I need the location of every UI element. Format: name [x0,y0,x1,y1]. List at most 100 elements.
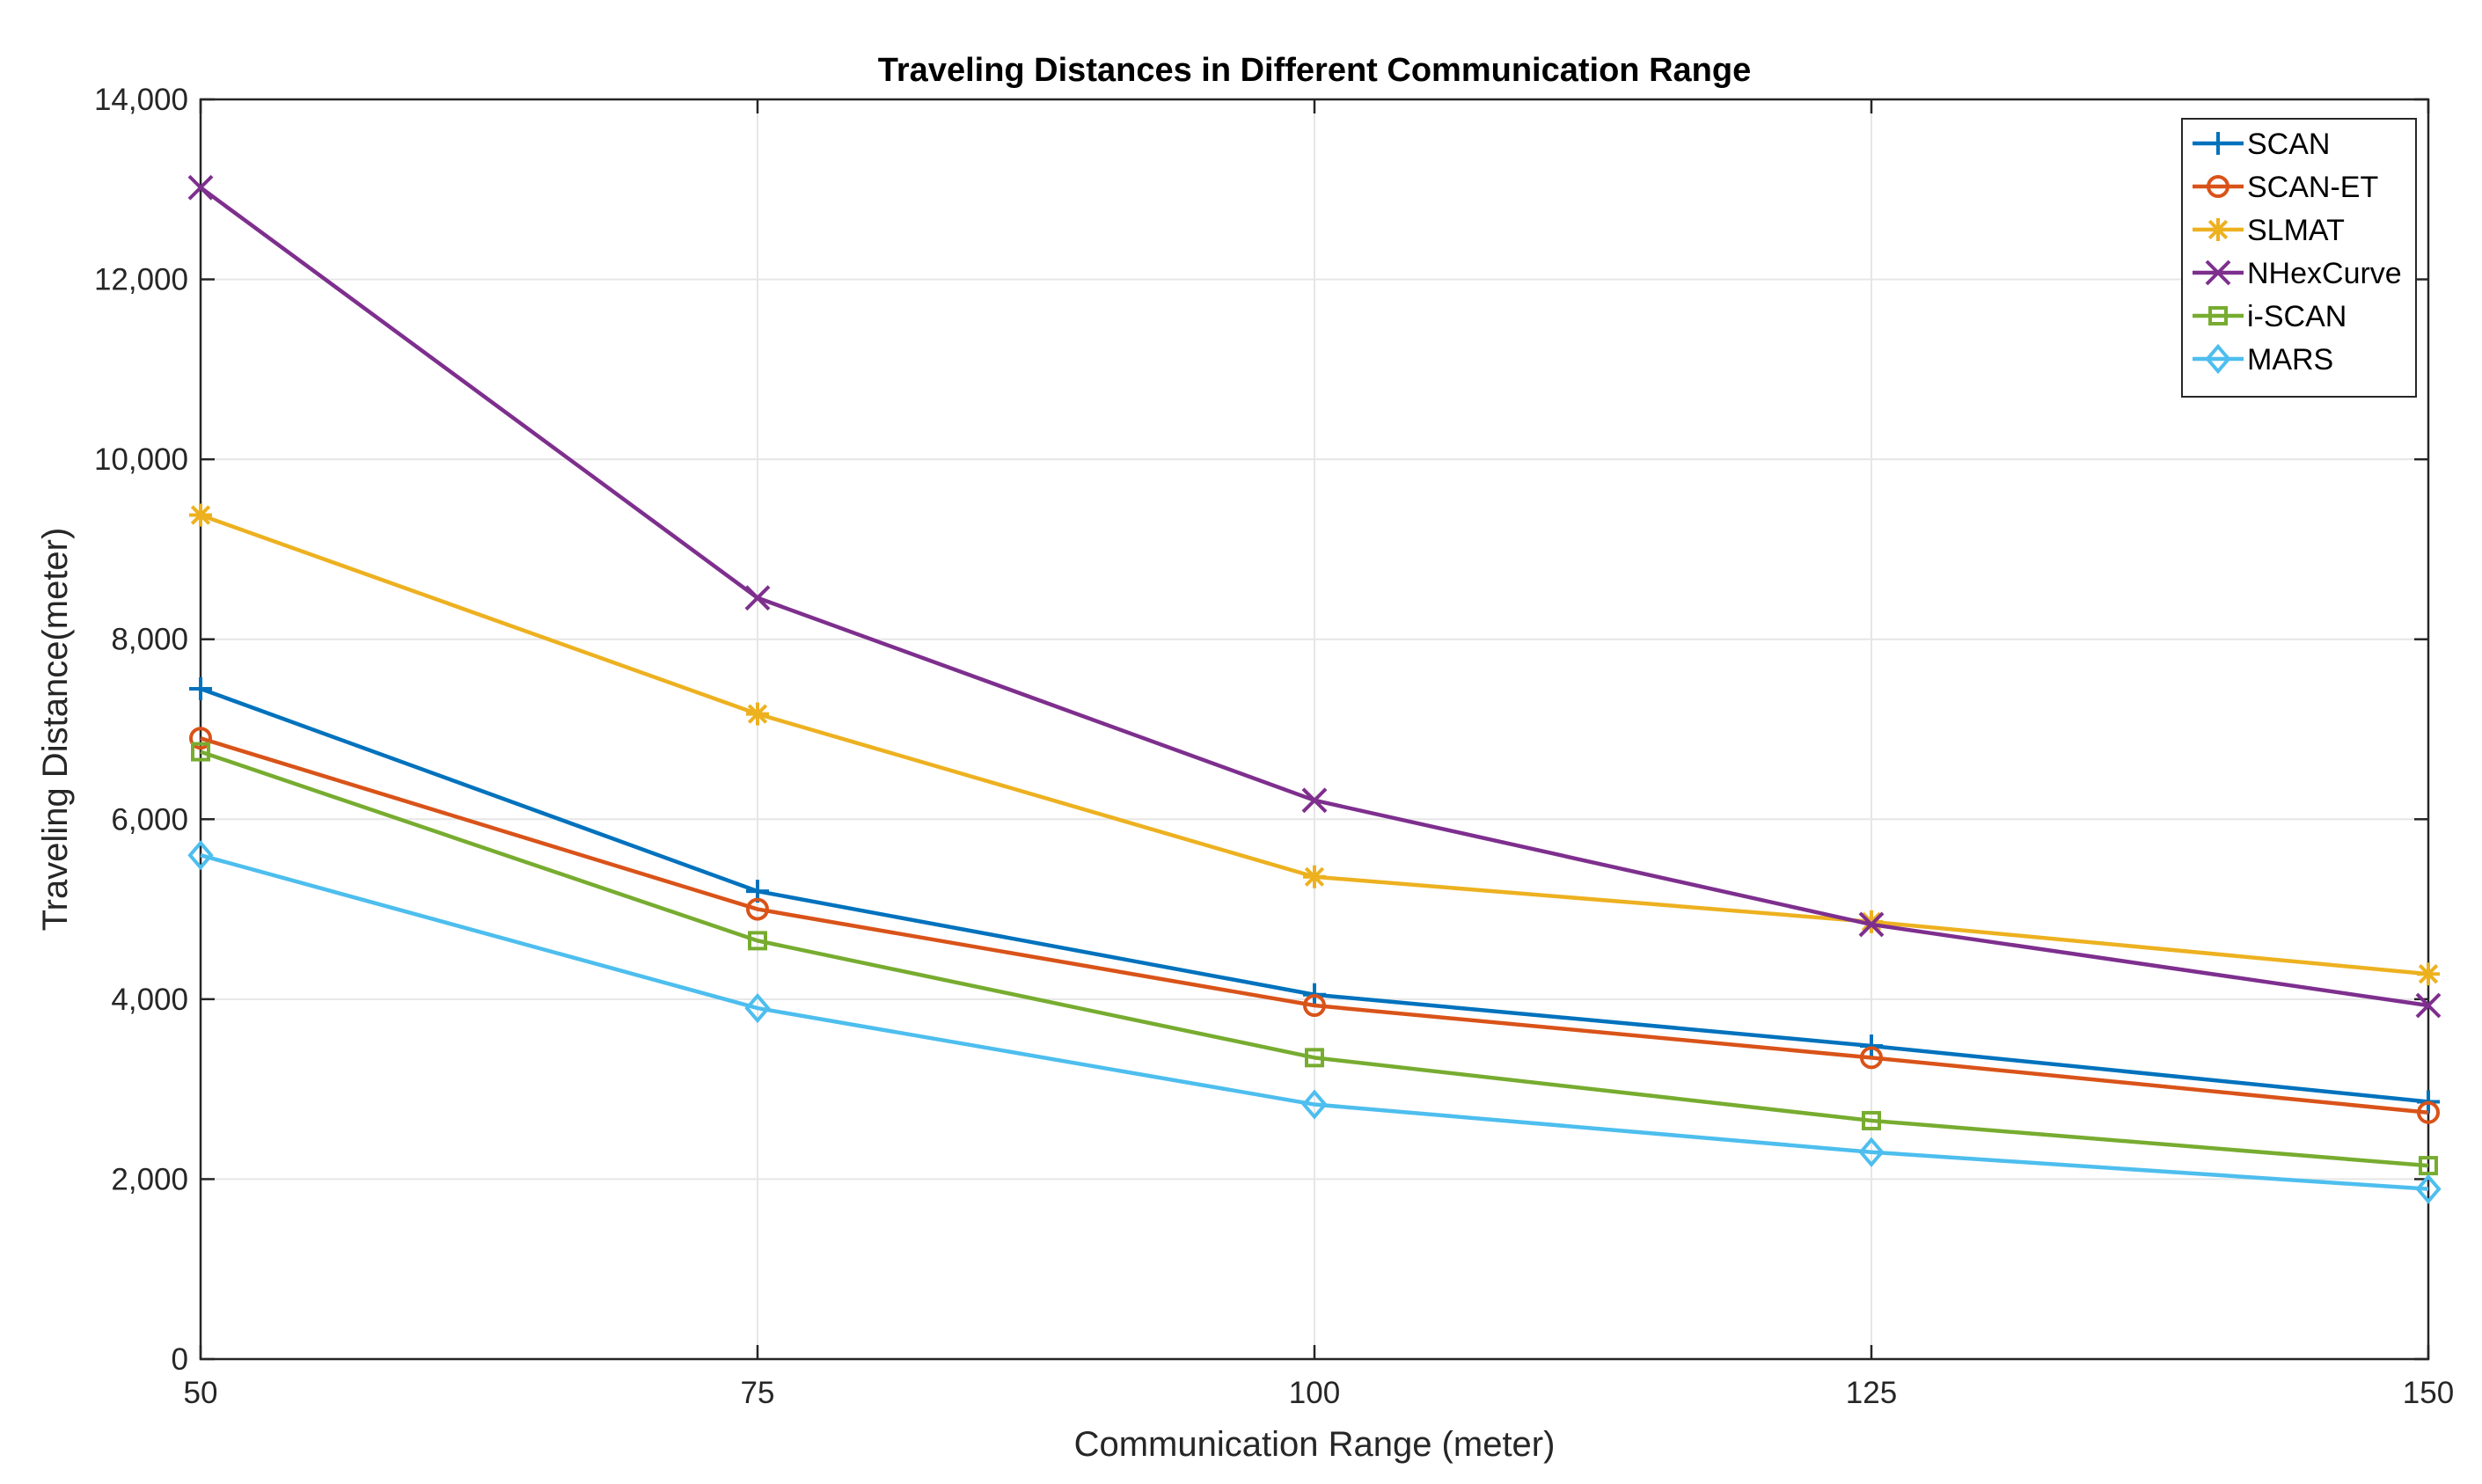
data-point-scan-et [1303,994,1326,1018]
data-point-nhexcurve-stroke [2415,992,2442,1019]
data-point-i-scan-shape [2419,1156,2438,1176]
series-scan-et [189,727,2440,1124]
data-point-scan [1860,1034,1883,1058]
data-point-scan-et-shape [189,727,212,750]
data-point-scan-et-shape [746,897,769,921]
legend-item-nhexcurve: NHexCurve [2193,257,2402,290]
series-group [187,174,2442,1204]
data-point-slmat [2417,962,2440,986]
legend-marker-slmat [2207,218,2229,241]
legend-label: NHexCurve [2247,257,2402,290]
data-point-nhexcurve [1301,787,1328,814]
data-point-i-scan [1305,1048,1324,1068]
data-point-mars [2415,1173,2442,1204]
legend-marker-i-scan-shape [2208,306,2228,325]
data-point-slmat-stroke [747,704,768,724]
x-tick-label: 125 [1846,1376,1897,1410]
legend-marker-scan-et-shape [2207,175,2229,198]
data-point-slmat [746,702,769,726]
series-line-scan-et [200,736,2429,1115]
legend-item-scan: SCAN [2193,128,2330,161]
data-point-i-scan-shape [748,931,767,951]
data-point-scan-et [2417,1100,2440,1124]
data-point-scan-et-shape [1303,994,1326,1018]
y-tick-label: 0 [172,1342,188,1377]
y-axis: 0 2,000 4,000 6,000 8,000 10,000 12,000 14,000 [94,83,2428,1377]
legend-marker-mars-shape [2205,343,2231,375]
legend-label: SLMAT [2247,214,2345,247]
data-point-mars [1858,1137,1885,1167]
data-point-slmat-stroke [2418,964,2439,984]
legend: SCAN SCAN-ET SLMAT NHexCurve i-SCAN MARS [2181,118,2417,398]
data-point-mars-shape [744,993,771,1024]
data-point-i-scan [748,931,767,951]
legend-label: MARS [2247,343,2333,376]
data-point-nhexcurve [1858,911,1885,938]
data-point-mars [187,840,214,871]
legend-label: SCAN-ET [2247,171,2378,204]
data-point-scan-et [746,897,769,921]
data-point-slmat-stroke [190,505,211,525]
data-point-scan-et-shape [1860,1046,1883,1070]
legend-item-mars: MARS [2193,343,2333,376]
chart-title: Traveling Distances in Different Communi… [878,52,1751,89]
data-point-i-scan-shape [1862,1110,1881,1130]
data-point-slmat-stroke [1861,911,1882,932]
data-point-scan [189,676,212,700]
x-axis-label: Communication Range (meter) [1074,1425,1556,1464]
x-tick-label: 100 [1289,1376,1340,1410]
data-point-mars [744,993,771,1024]
series-nhexcurve [187,174,2442,1019]
legend-marker-nhexcurve [2205,260,2231,286]
legend-label: SCAN [2247,128,2330,161]
data-point-nhexcurve [187,174,214,201]
data-point-nhexcurve-stroke [1858,911,1885,938]
data-point-scan-et [1860,1046,1883,1070]
legend-marker-slmat-stroke [2207,219,2229,240]
data-point-nhexcurve-stroke [744,585,771,611]
data-point-mars-shape [2415,1173,2442,1204]
data-point-i-scan [2419,1156,2438,1176]
data-point-mars [1301,1089,1328,1120]
y-axis-label: Traveling Distance(meter) [36,528,75,932]
y-tick-label: 8,000 [111,623,188,657]
legend-marker-i-scan [2208,306,2228,325]
data-point-nhexcurve-stroke [1301,787,1328,814]
data-point-nhexcurve [744,585,771,611]
series-slmat [189,503,2440,986]
data-point-scan-et [189,727,212,750]
y-tick-label: 10,000 [94,442,188,477]
data-point-i-scan [191,742,210,762]
legend-marker-scan-et [2207,175,2229,198]
data-point-i-scan-shape [1305,1048,1324,1068]
data-point-scan-et-shape [2417,1100,2440,1124]
series-i-scan [191,742,2438,1176]
y-tick-label: 2,000 [111,1162,188,1196]
data-point-i-scan-shape [191,742,210,762]
y-tick-label: 4,000 [111,983,188,1017]
data-point-mars-shape [1858,1137,1885,1167]
data-point-slmat [189,503,212,527]
x-tick-label: 75 [741,1376,775,1410]
series-line-i-scan [200,749,2429,1168]
data-point-nhexcurve-stroke [187,174,214,201]
x-tick-label: 50 [184,1376,218,1410]
legend-marker-nhexcurve-stroke [2205,260,2231,286]
y-tick-label: 12,000 [94,263,188,297]
series-line-mars [200,853,2429,1191]
data-point-i-scan [1862,1110,1881,1130]
data-point-nhexcurve [2415,992,2442,1019]
legend-marker-mars [2205,343,2231,375]
legend-item-scan-et: SCAN-ET [2193,171,2378,204]
y-tick-label: 6,000 [111,802,188,837]
data-point-mars-shape [187,840,214,871]
series-mars [187,840,2442,1204]
data-point-slmat-stroke [1304,866,1325,887]
legend-label: i-SCAN [2247,300,2347,333]
legend-item-i-scan: i-SCAN [2193,300,2347,333]
legend-item-slmat: SLMAT [2193,214,2345,247]
data-point-slmat [1303,865,1326,888]
y-tick-label: 14,000 [94,83,188,117]
